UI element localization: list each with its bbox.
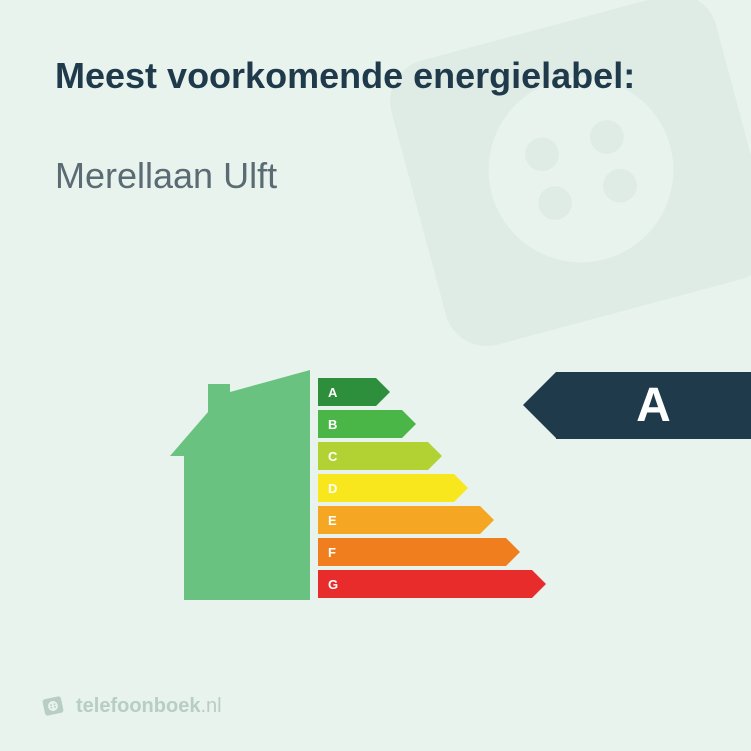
energy-bar-b: B bbox=[318, 410, 402, 438]
energy-rating-badge: A bbox=[556, 372, 751, 439]
page-title: Meest voorkomende energielabel: bbox=[55, 55, 635, 97]
energy-bar-d: D bbox=[318, 474, 454, 502]
location-subtitle: Merellaan Ulft bbox=[55, 155, 277, 197]
energy-bar-letter: F bbox=[328, 545, 336, 560]
chevron-right-icon bbox=[376, 378, 390, 406]
chevron-right-icon bbox=[402, 410, 416, 438]
footer-brand-tld: .nl bbox=[200, 695, 221, 717]
energy-bar-f: F bbox=[318, 538, 506, 566]
energy-bar-letter: D bbox=[328, 481, 337, 496]
chevron-right-icon bbox=[428, 442, 442, 470]
energy-bar-letter: G bbox=[328, 577, 338, 592]
energy-bar-row: B bbox=[318, 410, 532, 438]
energy-bar-letter: B bbox=[328, 417, 337, 432]
energy-bar-row: G bbox=[318, 570, 532, 598]
energy-bar-row: D bbox=[318, 474, 532, 502]
energy-bar-letter: A bbox=[328, 385, 337, 400]
energy-label-diagram: A B C D E F G bbox=[170, 370, 580, 600]
chevron-right-icon bbox=[532, 570, 546, 598]
energy-bar-row: C bbox=[318, 442, 532, 470]
energy-bar-letter: E bbox=[328, 513, 337, 528]
energy-bar-g: G bbox=[318, 570, 532, 598]
phonebook-icon bbox=[40, 693, 66, 719]
footer-text: telefoonboek.nl bbox=[76, 695, 222, 718]
energy-bars: A B C D E F G bbox=[318, 378, 532, 602]
energy-bar-letter: C bbox=[328, 449, 337, 464]
energy-rating-letter: A bbox=[636, 378, 671, 433]
energy-bar-row: E bbox=[318, 506, 532, 534]
footer-brand-bold: telefoonboek bbox=[76, 695, 200, 717]
energy-bar-row: A bbox=[318, 378, 532, 406]
house-icon bbox=[170, 370, 310, 600]
chevron-right-icon bbox=[506, 538, 520, 566]
chevron-right-icon bbox=[454, 474, 468, 502]
chevron-right-icon bbox=[480, 506, 494, 534]
energy-bar-a: A bbox=[318, 378, 376, 406]
footer-branding: telefoonboek.nl bbox=[40, 693, 222, 719]
energy-bar-c: C bbox=[318, 442, 428, 470]
energy-bar-e: E bbox=[318, 506, 480, 534]
energy-bar-row: F bbox=[318, 538, 532, 566]
